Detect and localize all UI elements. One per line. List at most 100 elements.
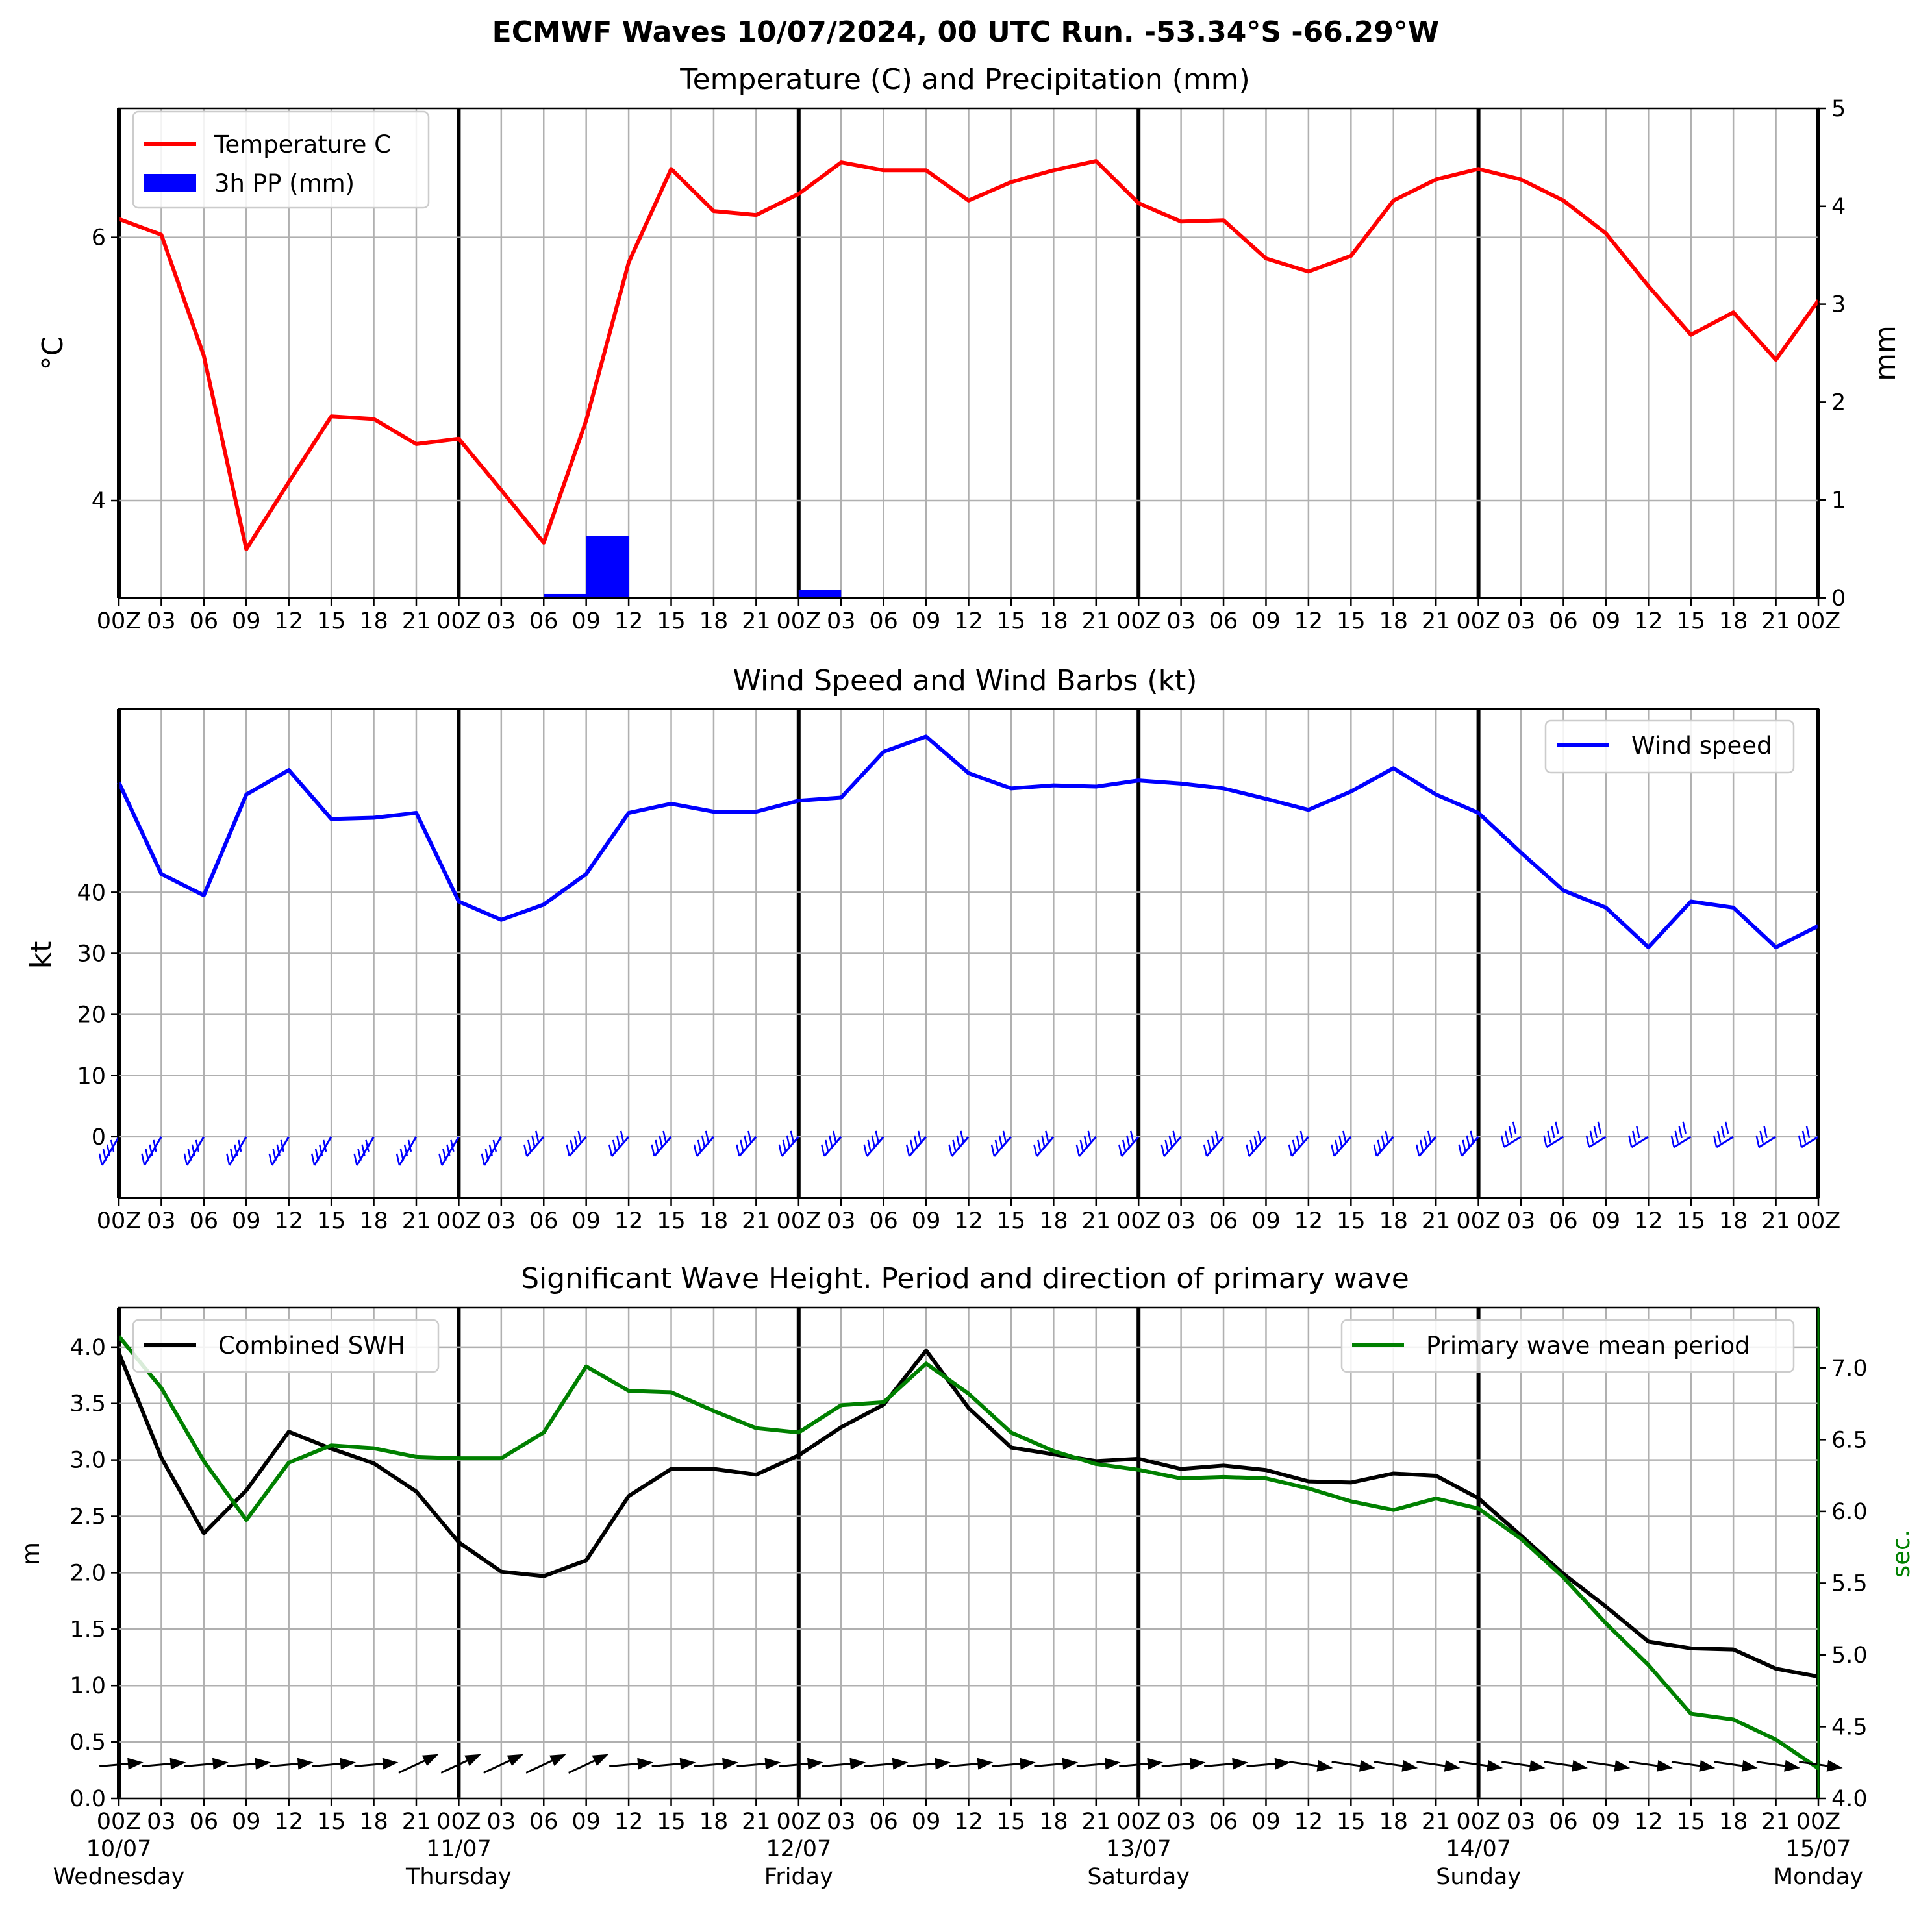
x-tick-label: 12 [1634,608,1663,634]
arrow-shaft [354,1762,386,1767]
wind-barb-flag [705,1130,710,1143]
wind-barb [353,1136,375,1166]
y-tick-label: 1.0 [69,1673,106,1699]
x-tick-label: 15 [657,1208,686,1234]
wind-barb-flag [990,1144,996,1157]
wind-barb-flag [1504,1130,1509,1143]
wind-barb-flag [110,1139,115,1152]
x-tick-label: 09 [1251,1208,1281,1234]
wave-direction-arrow [1714,1759,1758,1772]
wind-barb-flag [195,1139,200,1152]
wind-barb-flag [318,1144,323,1157]
x-tick-label: 12 [1634,1809,1663,1835]
arrow-shaft [1331,1761,1363,1767]
wind-barb-flag [1037,1139,1042,1152]
wind-barb-flag [1427,1130,1432,1143]
wind-barb-flag [272,1149,277,1162]
arrow-head [169,1758,186,1770]
wind-barb-flag [1214,1130,1220,1143]
legend-label-temperature: Temperature C [214,130,391,158]
x-tick-label: 12 [1294,608,1324,634]
wind-barb [1712,1121,1734,1149]
wind-barb-flag [1423,1135,1428,1148]
arrow-shaft [1119,1762,1151,1767]
wind-barb-flag [230,1149,234,1162]
wave-direction-arrow [736,1758,781,1770]
arrow-head [1274,1758,1291,1770]
wind-barb-flag [1763,1126,1768,1139]
wind-barb-flag [1462,1139,1466,1152]
arrow-shaft [609,1762,641,1767]
x-tick-label: 09 [1592,1208,1621,1234]
wind-barb-flag [1338,1135,1343,1148]
x-tick-label: 15 [1676,1208,1705,1234]
arrow-head [592,1754,609,1767]
wind-barb [1628,1126,1650,1149]
wind-barb-flag [442,1149,447,1162]
wind-barb-flag [1716,1130,1722,1143]
temperature-legend: Temperature C 3h PP (mm) [132,110,430,209]
temperature-y-axis-label: °C [36,336,69,371]
legend-box [132,1319,440,1373]
wind-barb-staff [271,1136,290,1166]
wind-barb-flag [1207,1139,1212,1152]
wind-barb-flag [913,1135,918,1148]
wind-barb-flag [573,1135,578,1148]
x-tick-label: 03 [1507,608,1536,634]
x-tick-label: 18 [1379,1809,1408,1835]
wind-barb-flag [1160,1144,1165,1157]
wave-direction-arrow [949,1758,994,1770]
x-tick-label: 21 [1761,1809,1790,1835]
x-tick-label: 18 [1719,1809,1748,1835]
y-tick-label: 4 [92,488,106,514]
wind-barb [1288,1130,1310,1157]
wind-barb [651,1130,672,1157]
wind-barb-flag [662,1130,667,1143]
wind-barb-staff [101,1136,120,1166]
wave-direction-arrow [269,1758,314,1770]
wind-barb-flag [917,1130,922,1143]
wind-barb-flag [1292,1139,1297,1152]
x-tick-label: 12 [274,608,303,634]
wind-barb-flag [998,1135,1003,1148]
arrow-shaft [1671,1761,1703,1767]
x-tick-label: 18 [699,1208,729,1234]
wind-barb [1033,1130,1055,1157]
wave-direction-arrow [609,1758,653,1770]
wind-barb-flag [403,1144,408,1157]
plot-frame [118,107,1820,599]
x-tick-label: 15 [997,1208,1026,1234]
wind-barb-flag [492,1139,497,1152]
wind-barb [98,1136,120,1166]
wind-barb [226,1136,247,1166]
wind-barb-flag [1041,1135,1046,1148]
wind-barb-flag [1257,1130,1262,1143]
x-tick-label: 00Z [777,608,822,634]
wind-barb-flag [1373,1144,1377,1157]
x-tick-label: 15 [997,608,1026,634]
arrow-shaft [1714,1761,1746,1767]
wind-barb-flag [1597,1121,1602,1134]
arrow-head [1104,1758,1121,1770]
wind-barb-flag [141,1153,145,1166]
wind-barb-flag [310,1153,316,1166]
wave-direction-arrow [1076,1758,1121,1770]
wind-barb-flag [1075,1144,1080,1157]
x-tick-label: 06 [190,1809,219,1835]
arrow-shaft [1799,1761,1831,1767]
wind-barb-flag [871,1135,875,1148]
arrow-shaft [822,1762,853,1767]
x-tick-label: 12 [954,1809,983,1835]
legend-box [1340,1319,1795,1373]
wave-direction-arrow [1119,1758,1164,1770]
arrow-shaft [1288,1761,1320,1767]
wind-barb [1203,1130,1225,1157]
x-tick-label: 18 [359,1809,388,1835]
arrow-shaft [1544,1761,1575,1767]
wind-barb-flag [952,1139,957,1152]
wind-barb [693,1130,715,1157]
x-tick-label: 15 [1336,1208,1366,1234]
wind-barb [566,1130,587,1157]
wind-barb-flag [1168,1135,1173,1148]
wind-barb-flag [701,1135,706,1148]
